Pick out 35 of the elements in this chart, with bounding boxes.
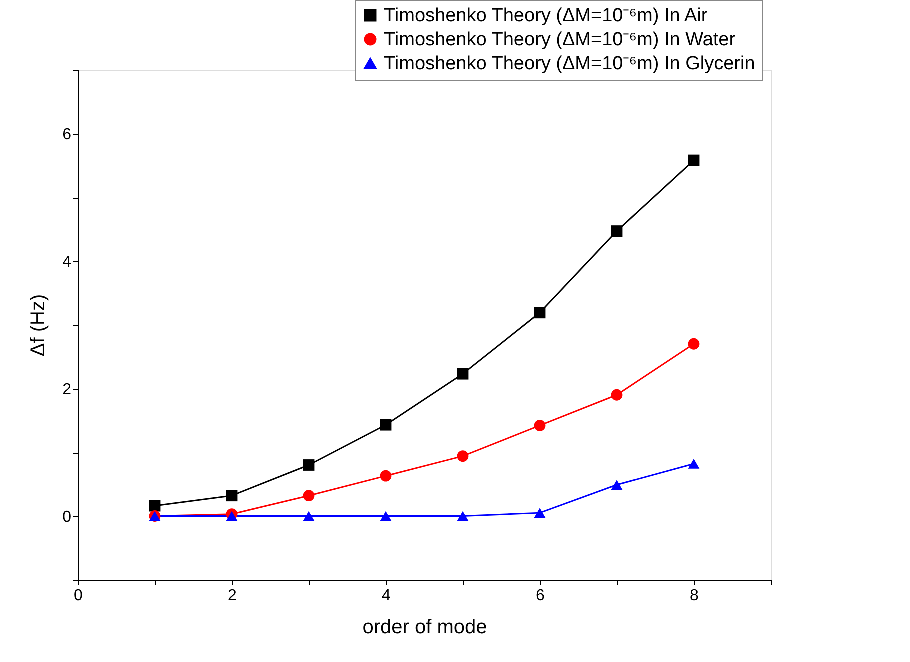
y-axis-title: Δf (Hz) [28,294,50,357]
point [380,419,392,431]
y-tick-label: 2 [62,381,72,398]
point [380,470,392,482]
point [457,511,469,522]
point [534,307,546,319]
point [534,508,546,518]
point [457,368,469,380]
legend-label: Timoshenko Theory (ΔM=10⁻⁶m) In Water [384,30,736,50]
point [457,450,469,462]
point [688,459,700,469]
legend-label: Timoshenko Theory (ΔM=10⁻⁶m) In Glycerin [384,54,756,74]
y-tick-label: 0 [62,508,72,526]
y-tick-label: 6 [62,126,72,144]
y-tick-label: 4 [62,254,72,271]
point [303,511,315,522]
point [611,226,623,237]
legend-label: Timoshenko Theory (ΔM=10⁻⁶m) In Air [384,6,708,26]
point [611,389,623,401]
point [226,511,238,522]
point [688,154,700,166]
x-axis-title: order of mode [362,616,488,638]
x-tick-label: 6 [536,588,546,604]
x-tick-label: 8 [690,588,700,604]
x-tick-label: 0 [74,588,84,604]
point [380,511,392,522]
x-tick-label: 4 [382,588,392,604]
point [149,500,161,512]
point [534,420,546,432]
x-tick-label: 2 [228,588,238,604]
point [611,480,623,490]
point [226,490,238,502]
point [303,460,315,471]
point [303,490,315,502]
point [688,338,700,350]
